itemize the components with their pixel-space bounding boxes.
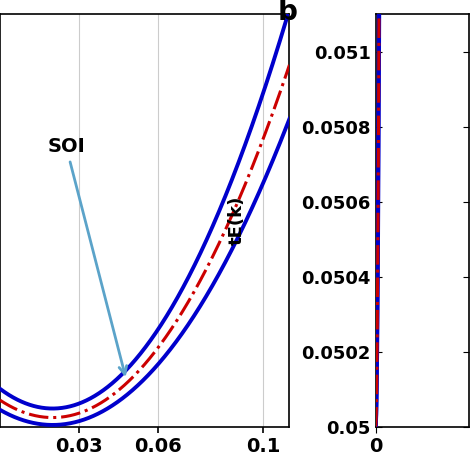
- Text: b: b: [277, 0, 297, 26]
- Y-axis label: tE(k): tE(k): [228, 196, 246, 245]
- Text: SOI: SOI: [47, 137, 127, 374]
